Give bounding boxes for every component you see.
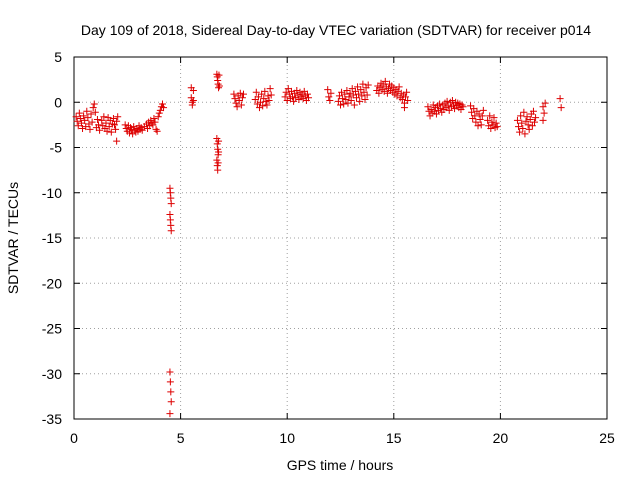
data-point	[155, 113, 162, 120]
data-point	[168, 227, 175, 234]
x-tick-label: 10	[279, 430, 295, 446]
data-point	[216, 82, 223, 89]
data-point	[558, 104, 565, 111]
data-point	[351, 101, 358, 108]
chart-svg: 0 5 10 15 20 25 5 0 -5 -10 -15 -20 -25 -30 -35 Day 109…	[0, 0, 640, 480]
plot-frame	[74, 57, 607, 419]
data-point	[515, 123, 522, 130]
x-tick-label: 0	[70, 430, 78, 446]
data-point	[240, 91, 247, 98]
data-point	[114, 113, 121, 120]
data-point	[113, 138, 120, 145]
data-point	[557, 95, 564, 102]
data-point	[324, 86, 331, 93]
y-tick-label: -5	[50, 140, 63, 156]
chart-title: Day 109 of 2018, Sidereal Day-to-day VTE…	[81, 22, 591, 38]
data-point	[214, 167, 221, 174]
x-axis-label: GPS time / hours	[287, 457, 394, 473]
data-point	[517, 112, 524, 119]
data-point	[166, 368, 173, 375]
data-point	[520, 109, 527, 116]
data-point	[540, 117, 547, 124]
data-point	[166, 410, 173, 417]
data-point	[532, 114, 539, 121]
data-point	[516, 129, 523, 136]
data-point	[91, 101, 98, 108]
x-tick-label: 20	[493, 430, 509, 446]
y-tick-label: -35	[42, 411, 62, 427]
data-point	[167, 388, 174, 395]
data-point	[168, 200, 175, 207]
data-point	[234, 103, 241, 110]
data-point	[154, 128, 161, 135]
x-tick-label: 15	[386, 430, 402, 446]
x-tick-label: 5	[177, 430, 185, 446]
data-point	[326, 97, 333, 104]
x-tick-label: 25	[599, 430, 615, 446]
data-point	[480, 107, 487, 114]
data-point	[215, 84, 222, 91]
tick-layer: 0 5 10 15 20 25 5 0 -5 -10 -15 -20 -25 -30 -35	[42, 49, 615, 446]
data-point	[401, 104, 408, 111]
y-tick-label: -20	[42, 275, 62, 291]
y-tick-label: -10	[42, 185, 62, 201]
y-axis-label: SDTVAR / TECUs	[5, 182, 21, 294]
y-tick-label: 5	[54, 49, 62, 65]
data-point	[168, 398, 175, 405]
grid-layer	[74, 57, 607, 419]
y-tick-label: 0	[54, 94, 62, 110]
y-tick-label: -25	[42, 321, 62, 337]
data-point	[167, 378, 174, 385]
data-point	[230, 91, 237, 98]
data-points	[73, 71, 565, 417]
y-tick-label: -15	[42, 230, 62, 246]
data-point	[541, 110, 548, 117]
data-point	[526, 126, 533, 133]
y-tick-label: -30	[42, 366, 62, 382]
data-point	[153, 126, 160, 133]
